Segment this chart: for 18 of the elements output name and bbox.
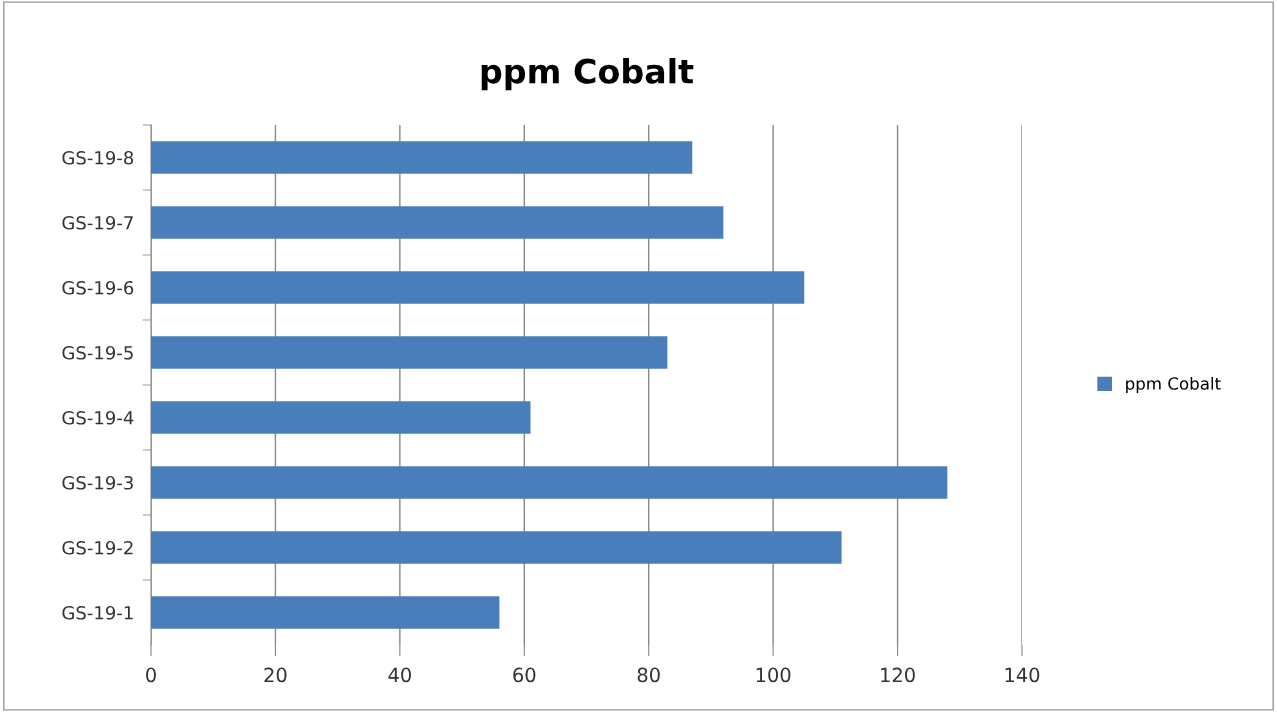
y-tick-label: GS-19-4 bbox=[62, 410, 134, 425]
y-tick-label: GS-19-8 bbox=[62, 150, 134, 165]
y-tick-label: GS-19-2 bbox=[62, 540, 133, 555]
x-tick-label: 120 bbox=[881, 667, 915, 683]
x-tick-label: 0 bbox=[146, 667, 156, 683]
x-tick-label: 20 bbox=[264, 667, 287, 683]
y-tick-label: GS-19-3 bbox=[62, 475, 133, 490]
x-tick-label: 60 bbox=[513, 667, 536, 683]
y-tick-label: GS-19-6 bbox=[62, 280, 134, 295]
legend-label: ppm Cobalt bbox=[1126, 376, 1221, 394]
y-tick-label: GS-19-7 bbox=[62, 215, 133, 230]
chart-title: ppm Cobalt bbox=[481, 58, 694, 91]
y-tick-label: GS-19-5 bbox=[62, 345, 133, 360]
x-tick-label: 140 bbox=[1005, 667, 1040, 683]
x-tick-label: 80 bbox=[637, 667, 660, 683]
y-tick-label: GS-19-1 bbox=[62, 605, 133, 620]
x-tick-label: 100 bbox=[756, 667, 791, 683]
x-tick-label: 40 bbox=[388, 667, 411, 683]
